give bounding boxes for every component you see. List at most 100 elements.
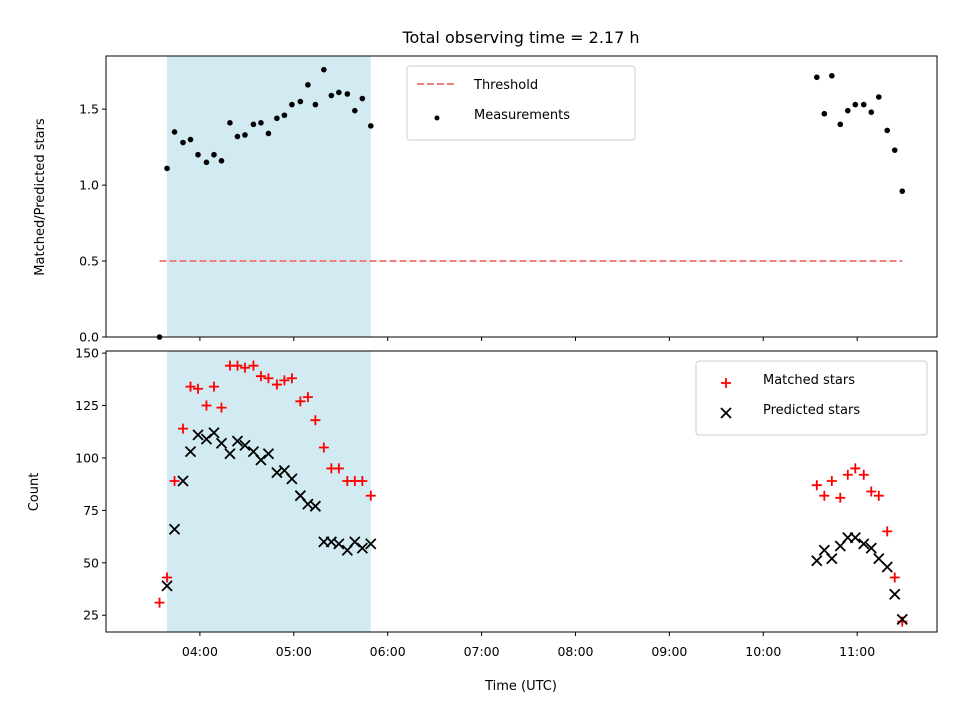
y-tick-label: 0.5 xyxy=(79,254,99,269)
x-tick-label: 08:00 xyxy=(557,644,593,659)
observing-span xyxy=(167,56,371,337)
data-point xyxy=(318,442,329,453)
data-point xyxy=(868,109,875,115)
ratio-panel: Matched/Predicted stars 0.0 0.5 1.0 1.5 Thre… xyxy=(33,55,938,345)
data-point xyxy=(271,379,282,390)
data-point xyxy=(328,92,335,99)
data-point xyxy=(858,538,870,550)
data-point xyxy=(336,89,342,96)
data-point xyxy=(860,101,867,108)
data-point xyxy=(208,381,219,392)
data-point xyxy=(239,439,251,452)
data-point xyxy=(227,120,233,126)
data-point xyxy=(218,158,225,164)
data-point xyxy=(216,402,227,413)
data-point xyxy=(357,476,368,487)
data-point xyxy=(193,383,204,394)
data-point xyxy=(344,91,351,97)
y-tick-label: 150 xyxy=(75,346,99,361)
data-point xyxy=(234,133,241,140)
data-point xyxy=(811,480,822,491)
data-point xyxy=(164,165,170,172)
data-point xyxy=(161,580,173,592)
data-point xyxy=(333,538,345,550)
data-point xyxy=(826,476,837,487)
data-point xyxy=(852,101,859,108)
data-point xyxy=(896,613,908,626)
legend-label: Measurements xyxy=(474,108,570,123)
data-point xyxy=(168,523,181,535)
legend-label: Threshold xyxy=(473,78,538,93)
data-point xyxy=(842,469,853,480)
data-point xyxy=(310,415,321,426)
data-point xyxy=(811,555,823,567)
data-point xyxy=(171,129,178,135)
count-panel: Count 25 50 75 100 125 150 04:00 05:00 06:00 07:0… xyxy=(27,346,938,659)
observing-span xyxy=(167,351,371,632)
data-point xyxy=(850,463,861,474)
data-point xyxy=(889,588,901,600)
data-point xyxy=(897,616,908,627)
legend-box xyxy=(695,360,928,436)
series-matched-stars xyxy=(154,360,908,627)
data-point xyxy=(333,463,344,474)
data-point xyxy=(875,94,882,100)
y-tick-label: 25 xyxy=(83,608,99,623)
data-point xyxy=(297,98,304,105)
data-point xyxy=(258,120,264,126)
data-point xyxy=(215,437,228,449)
data-point xyxy=(242,132,248,138)
data-point xyxy=(873,552,885,565)
data-point xyxy=(309,500,322,512)
data-point xyxy=(884,127,891,134)
data-point xyxy=(891,147,898,153)
data-point xyxy=(889,572,900,583)
data-point xyxy=(286,373,297,384)
count-y-axis-label: Count xyxy=(27,473,42,512)
data-point xyxy=(201,400,212,411)
y-tick-label: 75 xyxy=(83,503,99,518)
data-point xyxy=(274,115,280,122)
data-point xyxy=(365,538,377,550)
data-point xyxy=(154,597,165,608)
data-point xyxy=(295,396,306,407)
data-point xyxy=(858,469,869,480)
data-point xyxy=(356,542,368,554)
y-tick-label: 0.0 xyxy=(79,330,99,345)
data-point xyxy=(265,130,272,137)
data-point xyxy=(367,123,374,129)
data-point xyxy=(352,107,358,114)
data-point xyxy=(826,552,838,565)
x-axis-label: Time (UTC) xyxy=(484,679,557,694)
data-point xyxy=(187,136,194,143)
data-point xyxy=(177,423,188,434)
series-predicted-stars xyxy=(161,427,908,626)
legend: Matched stars Predicted stars xyxy=(695,360,928,436)
data-point xyxy=(208,427,220,439)
y-tick-label: 100 xyxy=(75,450,99,465)
legend-dot-icon xyxy=(434,115,440,121)
data-point xyxy=(248,360,259,371)
x-tick-label: 07:00 xyxy=(464,644,500,659)
chart-title: Total observing time = 2.17 h xyxy=(401,28,639,47)
data-point xyxy=(231,435,244,447)
data-point xyxy=(192,429,204,441)
data-point xyxy=(184,446,197,458)
data-point xyxy=(814,74,820,81)
data-point xyxy=(177,475,189,487)
data-point xyxy=(882,526,893,537)
legend-label: Matched stars xyxy=(763,373,855,388)
y-tick-label: 125 xyxy=(75,398,99,413)
data-point xyxy=(881,561,893,573)
data-point xyxy=(262,448,275,460)
legend-plus-icon xyxy=(721,378,731,388)
data-point xyxy=(312,101,319,108)
y-tick-label: 1.5 xyxy=(79,102,99,117)
data-point xyxy=(302,392,313,403)
data-point xyxy=(844,107,851,114)
data-point xyxy=(873,490,884,501)
series-measurements xyxy=(156,66,906,340)
data-point xyxy=(195,151,201,158)
data-point xyxy=(250,121,257,128)
x-tick-label: 05:00 xyxy=(276,644,312,659)
